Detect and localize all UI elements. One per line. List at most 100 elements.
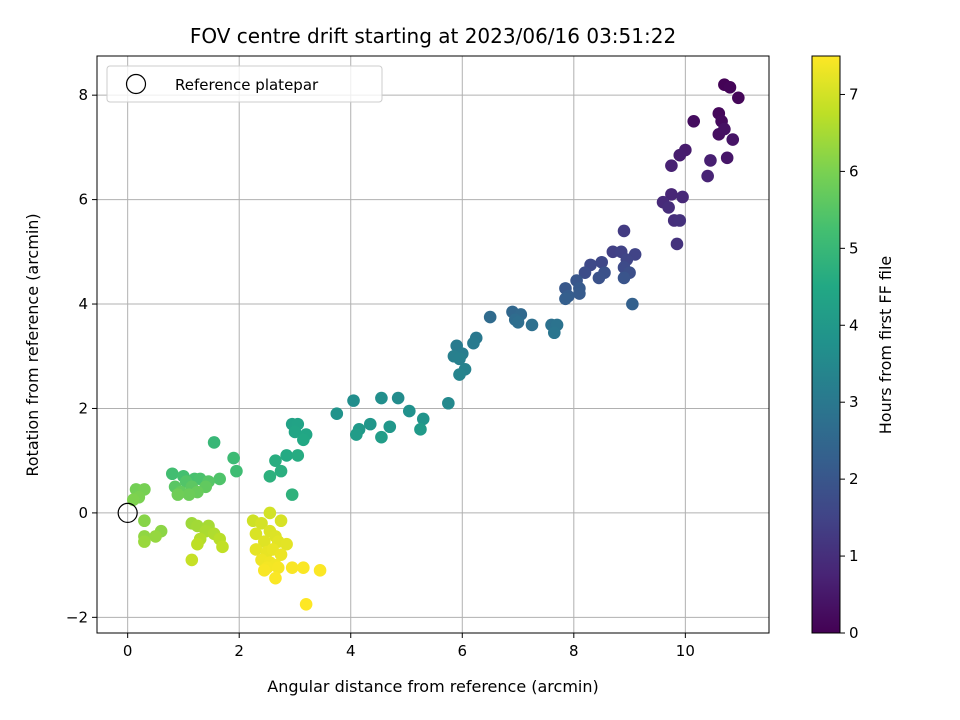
data-point bbox=[383, 420, 397, 434]
colorbar-ticks: 0 1 2 3 4 5 6 7 bbox=[840, 85, 859, 642]
data-point bbox=[453, 352, 466, 366]
data-point bbox=[138, 535, 151, 548]
data-point bbox=[255, 517, 268, 530]
data-point bbox=[230, 464, 243, 478]
data-point bbox=[285, 561, 299, 575]
data-point bbox=[701, 169, 714, 183]
y-tick-label: 8 bbox=[78, 86, 88, 104]
data-point bbox=[297, 433, 310, 447]
colorbar-tick-label: 5 bbox=[849, 239, 859, 257]
data-point bbox=[126, 493, 140, 507]
data-point bbox=[274, 464, 288, 478]
colorbar-tick-label: 4 bbox=[849, 316, 859, 334]
data-point bbox=[723, 81, 737, 94]
data-point bbox=[414, 423, 427, 436]
data-point bbox=[291, 449, 305, 462]
colorbar-gradient bbox=[812, 56, 840, 633]
data-point bbox=[720, 151, 734, 165]
y-axis-label: Rotation from reference (arcmin) bbox=[23, 213, 42, 476]
data-point bbox=[416, 412, 430, 426]
data-point bbox=[363, 417, 377, 431]
plot-frame bbox=[96, 55, 770, 634]
data-point bbox=[578, 266, 592, 280]
y-tick-label: 0 bbox=[78, 504, 88, 522]
colorbar-tick-label: 1 bbox=[849, 547, 859, 565]
data-point bbox=[171, 488, 185, 501]
data-point bbox=[673, 214, 687, 227]
x-axis-label: Angular distance from reference (arcmin) bbox=[267, 677, 598, 696]
data-point bbox=[673, 148, 687, 162]
reference-platepar-marker bbox=[117, 502, 138, 524]
x-tick-label: 8 bbox=[569, 642, 579, 660]
data-point bbox=[662, 201, 675, 214]
data-point bbox=[525, 318, 539, 332]
legend-marker-icon bbox=[125, 73, 147, 95]
y-tick-label: 6 bbox=[78, 191, 88, 209]
data-point bbox=[704, 154, 717, 167]
data-point bbox=[263, 470, 277, 483]
data-point bbox=[375, 430, 388, 444]
data-point bbox=[665, 188, 678, 201]
data-point bbox=[280, 537, 293, 551]
data-point bbox=[617, 271, 631, 285]
data-point bbox=[191, 537, 204, 551]
data-point bbox=[617, 224, 631, 238]
data-point bbox=[375, 391, 388, 405]
data-point bbox=[297, 561, 310, 575]
x-tick-label: 6 bbox=[458, 642, 468, 660]
x-tick-label: 0 bbox=[123, 642, 133, 660]
data-point bbox=[347, 394, 360, 407]
y-axis-ticks: −2 0 2 4 6 8 bbox=[66, 86, 97, 626]
y-tick-label: 2 bbox=[78, 399, 88, 417]
colorbar-tick-label: 7 bbox=[849, 85, 859, 103]
data-point bbox=[511, 316, 525, 329]
colorbar-tick-label: 6 bbox=[849, 162, 859, 180]
x-tick-label: 2 bbox=[234, 642, 244, 660]
data-point bbox=[274, 514, 288, 528]
legend-box bbox=[106, 65, 383, 103]
data-point bbox=[274, 548, 288, 561]
data-point bbox=[483, 310, 497, 324]
data-point bbox=[269, 571, 282, 585]
data-point bbox=[249, 527, 263, 541]
data-point bbox=[285, 488, 299, 501]
data-point bbox=[258, 564, 271, 577]
data-point bbox=[263, 506, 277, 520]
data-point bbox=[280, 449, 293, 462]
data-point bbox=[288, 425, 302, 439]
data-point bbox=[138, 514, 151, 528]
data-point bbox=[453, 368, 466, 381]
data-points bbox=[126, 78, 745, 611]
colorbar-tick-label: 2 bbox=[849, 470, 859, 488]
x-axis-ticks: 0 2 4 6 8 10 bbox=[123, 633, 695, 660]
data-point bbox=[676, 190, 689, 204]
colorbar-tick-label: 0 bbox=[849, 624, 859, 642]
data-point bbox=[207, 436, 221, 449]
data-point bbox=[665, 159, 678, 172]
y-tick-label: −2 bbox=[66, 608, 88, 626]
data-point bbox=[299, 597, 313, 611]
data-point bbox=[592, 271, 606, 285]
data-point bbox=[185, 553, 199, 567]
data-point bbox=[718, 122, 731, 136]
data-point bbox=[269, 454, 282, 467]
colorbar-tick-label: 3 bbox=[849, 393, 859, 411]
legend: Reference platepar bbox=[106, 65, 383, 103]
data-point bbox=[573, 287, 586, 300]
data-point bbox=[258, 535, 271, 548]
data-point bbox=[726, 133, 740, 146]
x-tick-label: 4 bbox=[346, 642, 356, 660]
data-point bbox=[216, 540, 229, 554]
data-point bbox=[559, 292, 572, 306]
data-point bbox=[626, 297, 639, 311]
data-point bbox=[670, 237, 684, 251]
data-point bbox=[227, 451, 240, 465]
data-point bbox=[213, 472, 226, 486]
data-point bbox=[732, 91, 745, 105]
data-point bbox=[391, 391, 405, 405]
data-point bbox=[547, 326, 561, 340]
data-point bbox=[595, 255, 608, 269]
colorbar: 0 1 2 3 4 5 6 7 Hours from first FF file bbox=[811, 55, 895, 642]
data-point bbox=[313, 564, 327, 577]
